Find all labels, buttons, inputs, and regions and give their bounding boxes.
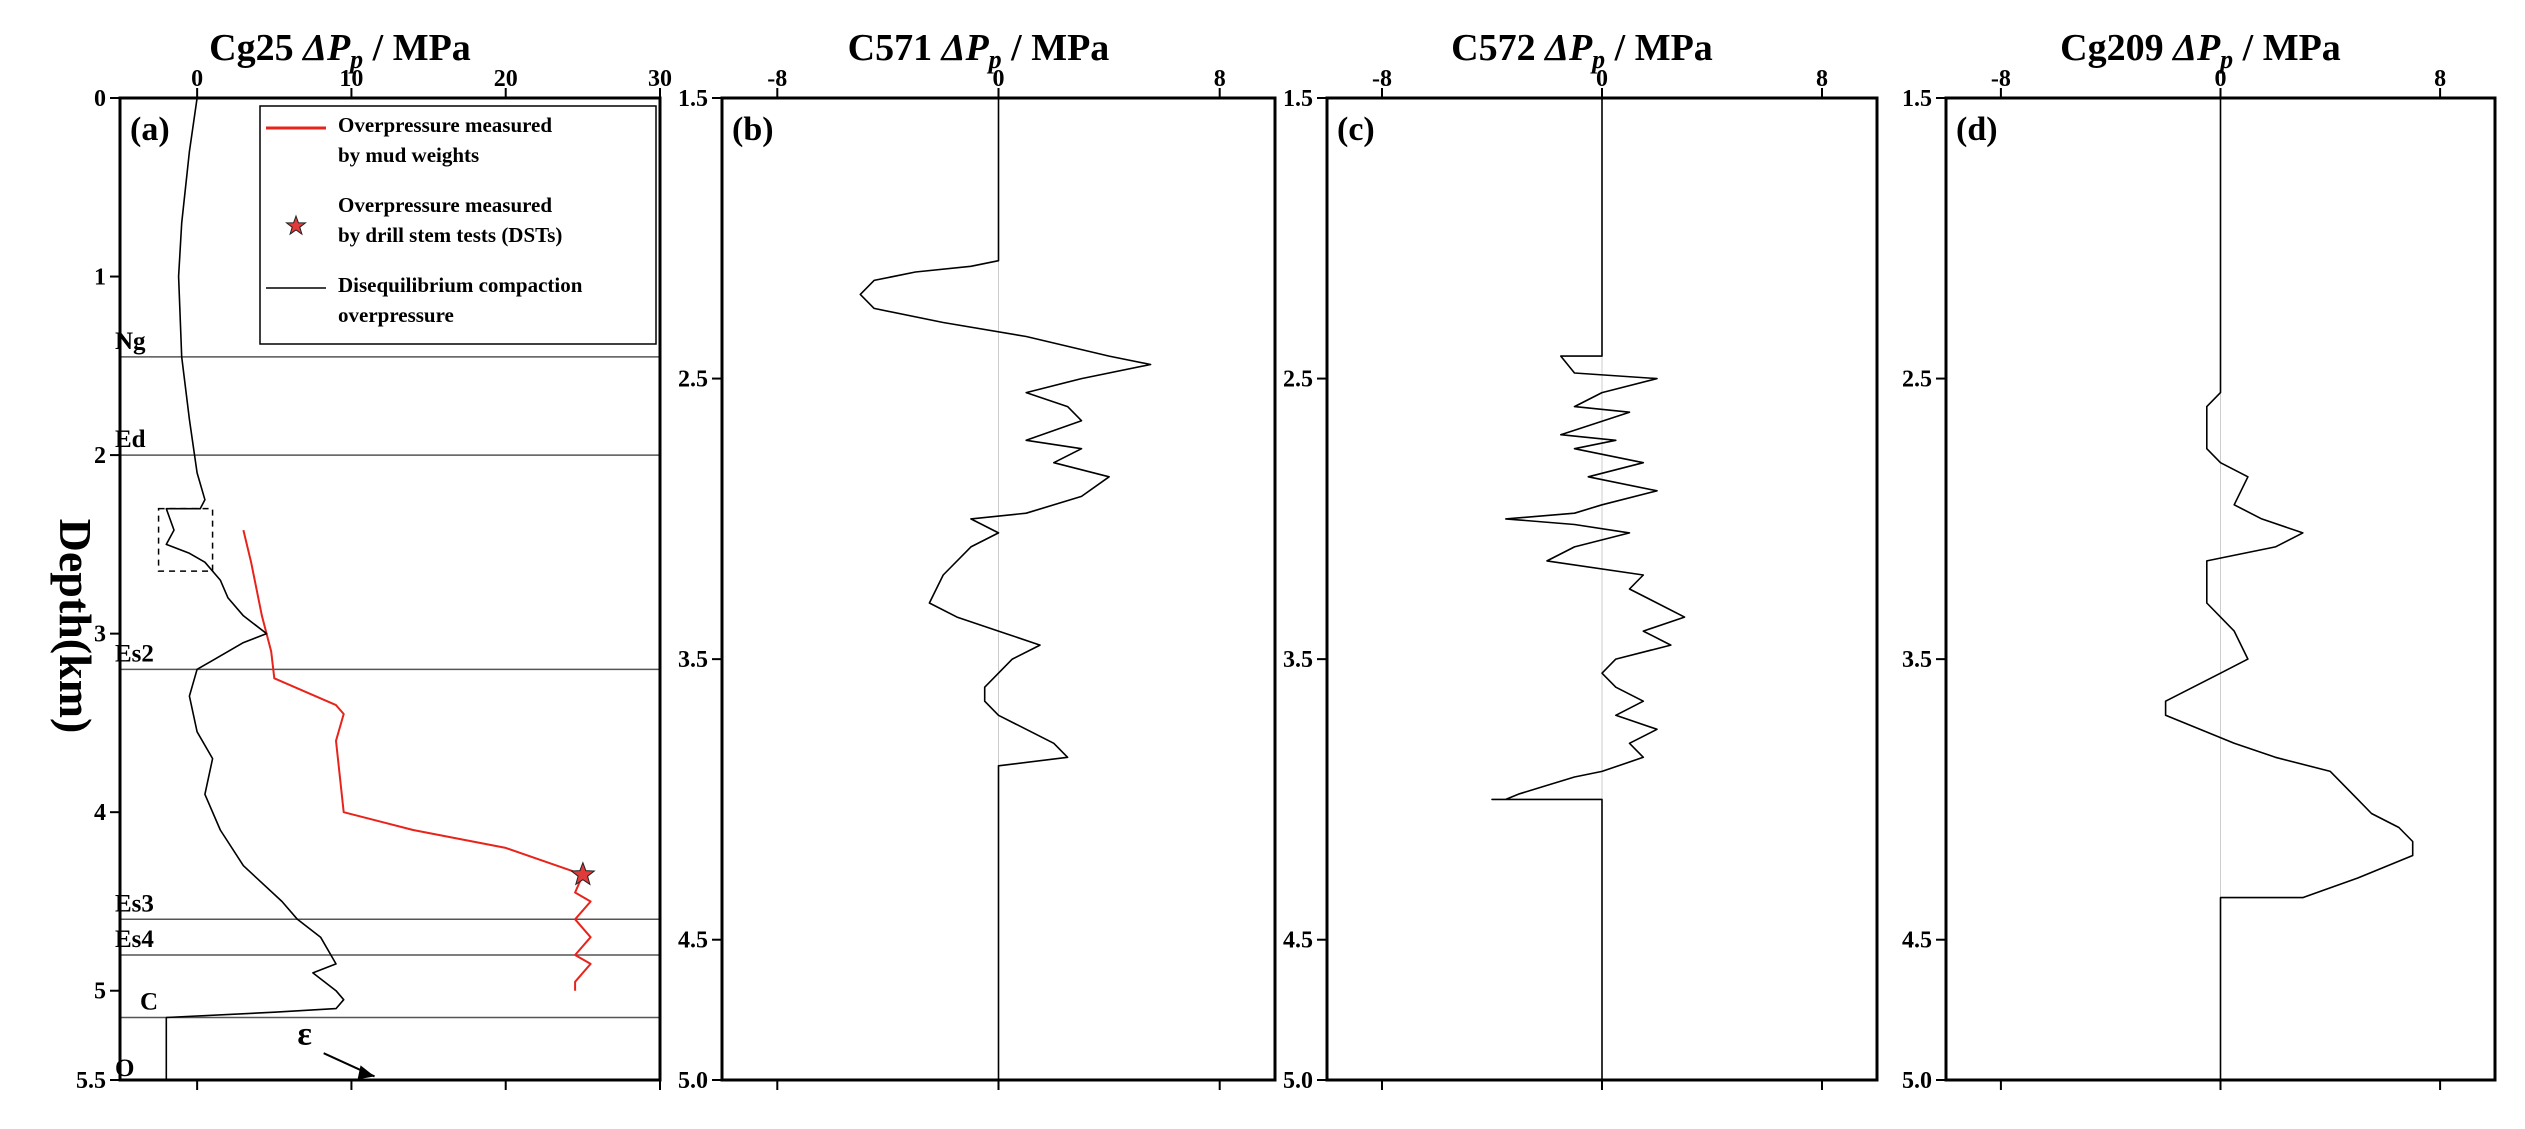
series-line-cg209 — [2164, 98, 2414, 1080]
y-tick-label: 1 — [94, 265, 106, 291]
y-tick-label: 4.5 — [1902, 928, 1932, 954]
series-line-compaction — [165, 97, 345, 1080]
zone-label-es4: Es4 — [115, 926, 154, 953]
x-tick-label: -8 — [1991, 66, 2011, 92]
y-tick-label: 3.5 — [678, 647, 708, 673]
legend-box — [259, 105, 657, 345]
y-tick-label: 2.5 — [678, 367, 708, 393]
legend-swatch-star — [285, 214, 307, 236]
title-unit: / MPa — [2233, 27, 2341, 69]
y-tick-label: 2.5 — [1283, 367, 1313, 393]
chart-panel-d: -8 0 8 1.5 2.5 3.5 4.5 5.0 (d) Cg209 ΔPp / MPa — [1902, 27, 2497, 1094]
title-unit: / MPa — [363, 27, 471, 69]
title-unit: / MPa — [1002, 27, 1110, 69]
y-tick-label: 4.5 — [678, 928, 708, 954]
y-tick-label: 5.5 — [76, 1068, 106, 1094]
y-tick-label: 3.5 — [1283, 647, 1313, 673]
title-well: Cg209 — [2060, 27, 2173, 69]
y-tick-label: 2.5 — [1902, 367, 1932, 393]
y-tick-label: 4 — [94, 800, 106, 826]
title-subscript: p — [987, 45, 1002, 74]
y-tick-label: 5.0 — [1902, 1068, 1932, 1094]
y-tick-label: 3.5 — [1902, 647, 1932, 673]
legend-entry-text: Overpressure measured — [338, 113, 552, 137]
legend-entry-text: Disequilibrium compaction — [338, 273, 583, 297]
title-unit: / MPa — [1605, 27, 1713, 69]
x-tick-label: 0 — [993, 66, 1005, 92]
x-tick-label: 30 — [648, 66, 672, 92]
legend-entry-text: by mud weights — [338, 143, 479, 167]
x-tick-label: -8 — [767, 66, 787, 92]
panel-title: Cg209 ΔPp / MPa — [2060, 27, 2341, 74]
series-line-mud-weights — [242, 529, 592, 991]
panel-title: C572 ΔPp / MPa — [1451, 27, 1713, 74]
title-subscript: p — [2218, 45, 2233, 74]
zone-label-o: O — [115, 1055, 134, 1082]
x-tick-label: 8 — [2434, 66, 2446, 92]
x-tick-label: 0 — [2215, 66, 2227, 92]
panel-title: Cg25 ΔPp / MPa — [209, 27, 471, 74]
series-line-c572 — [1491, 98, 1686, 1080]
panel-title: C571 ΔPp / MPa — [848, 27, 1110, 74]
y-tick-label: 4.5 — [1283, 928, 1313, 954]
plot-frame — [118, 96, 662, 1082]
title-quantity: ΔP — [940, 27, 990, 69]
y-tick-label: 2 — [94, 443, 106, 469]
chart-panel-b: -8 0 8 1.5 2.5 3.5 4.5 5.0 (b) C571 ΔPp / MPa — [678, 27, 1277, 1094]
zone-label-c: C — [140, 989, 158, 1016]
legend: Overpressure measured by mud weights Overp… — [259, 105, 657, 345]
x-tick-label: 0 — [1596, 66, 1608, 92]
x-tick-label: -8 — [1372, 66, 1392, 92]
title-quantity: ΔP — [1543, 27, 1593, 69]
title-subscript: p — [348, 45, 363, 74]
x-tick-label: 10 — [339, 66, 363, 92]
y-tick-label: 0 — [94, 86, 106, 112]
y-tick-label: 5.0 — [678, 1068, 708, 1094]
dst-star-marker — [570, 861, 596, 886]
panel-label: (d) — [1956, 111, 1998, 148]
legend-entry-text: overpressure — [338, 303, 454, 327]
x-tick-label: 0 — [191, 66, 203, 92]
title-subscript: p — [1590, 45, 1605, 74]
annotation-arrowhead — [357, 1065, 375, 1080]
legend-entry-text: by drill stem tests (DSTs) — [338, 223, 562, 247]
legend-entry-text: Overpressure measured — [338, 193, 552, 217]
title-well: C572 — [1451, 27, 1545, 69]
depth-axis-label: Depth(km) — [50, 519, 101, 734]
panel-label: (c) — [1337, 111, 1375, 148]
y-tick-label: 1.5 — [1283, 86, 1313, 112]
y-tick-label: 1.5 — [678, 86, 708, 112]
panel-label: (a) — [130, 111, 170, 148]
y-tick-label: 5 — [94, 979, 106, 1005]
epsilon-annotation: ε — [297, 1015, 312, 1052]
chart-panel-c: -8 0 8 1.5 2.5 3.5 4.5 5.0 (c) C572 ΔPp / MPa — [1283, 27, 1879, 1094]
y-tick-label: 3 — [94, 622, 106, 648]
series-line-c571 — [859, 98, 1152, 1080]
title-quantity: ΔP — [2171, 27, 2221, 69]
y-tick-label: 1.5 — [1902, 86, 1932, 112]
panel-label: (b) — [732, 111, 774, 148]
title-well: Cg25 — [209, 27, 303, 69]
x-tick-label: 20 — [494, 66, 518, 92]
x-tick-label: 8 — [1214, 66, 1226, 92]
y-tick-label: 5.0 — [1283, 1068, 1313, 1094]
x-tick-label: 8 — [1816, 66, 1828, 92]
title-quantity: ΔP — [301, 27, 351, 69]
title-well: C571 — [848, 27, 942, 69]
